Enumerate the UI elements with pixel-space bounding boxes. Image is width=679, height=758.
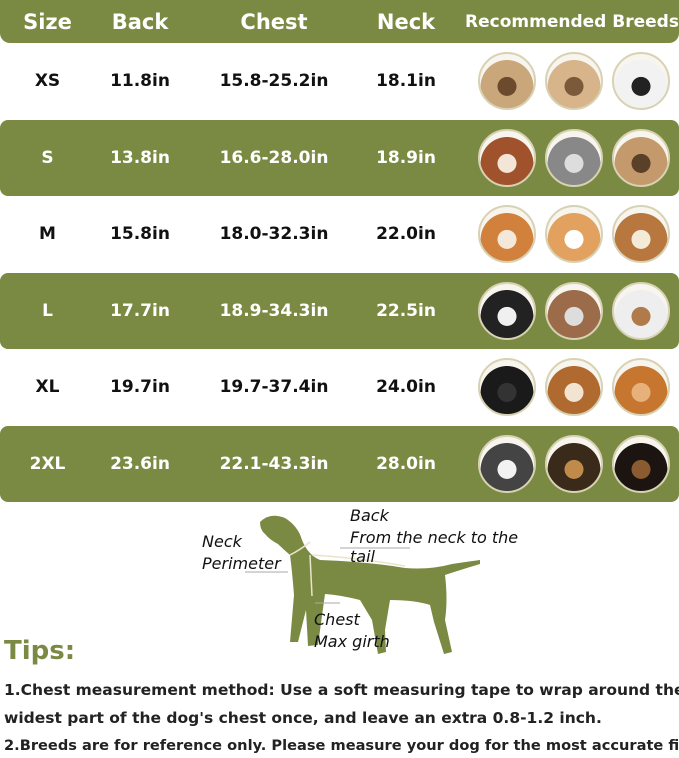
dog-measurement-diagram: Back From the neck to the tail Neck Peri… [190, 500, 540, 660]
table-row: S 13.8in 16.6-28.0in 18.9in [0, 119, 679, 196]
size-cell: M [39, 224, 56, 244]
doberman-photo [612, 434, 670, 493]
back-cell: 13.8in [110, 147, 170, 168]
neck-cell: 28.0in [376, 453, 436, 474]
chest-cell: 19.7-37.4in [219, 377, 329, 397]
breed-photos [478, 128, 670, 187]
beagle-photo [612, 205, 670, 263]
size-cell: L [42, 300, 53, 321]
neck-cell: 18.1in [376, 71, 436, 91]
border-collie-photo [478, 281, 536, 340]
header-size: Size [23, 9, 72, 34]
tip-line-1: 1.Chest measurement method: Use a soft m… [4, 681, 679, 699]
table-header: Size Back Chest Neck Recommended Breeds [0, 0, 679, 43]
breed-photos [478, 358, 670, 416]
size-cell: XL [35, 377, 60, 397]
chest-cell: 15.8-25.2in [219, 71, 329, 91]
boston-terrier-photo [612, 52, 670, 110]
chest-cell: 16.6-28.0in [219, 147, 329, 168]
table-row: XS 11.8in 15.8-25.2in 18.1in [0, 43, 679, 119]
header-chest: Chest [240, 9, 308, 34]
neck-label: Neck [202, 532, 242, 551]
french-bulldog-photo [545, 52, 603, 110]
chest-description: Max girth [314, 632, 390, 651]
shiba-inu-photo [478, 205, 536, 263]
pit-bull-photo [612, 281, 670, 340]
back-description: From the neck to the tail [350, 528, 519, 566]
breed-photos [478, 52, 670, 110]
schnauzer-photo [545, 128, 603, 187]
breed-photos [478, 205, 670, 263]
boxer-photo [545, 358, 603, 416]
breed-photos [478, 434, 670, 493]
size-cell: XS [34, 71, 61, 91]
back-cell: 11.8in [110, 71, 170, 91]
table-row: XL 19.7in 19.7-37.4in 24.0in [0, 349, 679, 425]
labrador-photo [478, 358, 536, 416]
tips-title: Tips: [4, 636, 76, 666]
neck-cell: 18.9in [376, 147, 436, 168]
header-back: Back [111, 9, 169, 34]
french-bulldog-photo [612, 128, 670, 187]
chest-cell: 18.0-32.3in [219, 224, 329, 244]
back-label: Back [350, 506, 389, 525]
breed-photos [478, 281, 670, 340]
pug-photo [478, 52, 536, 110]
table-row: 2XL 23.6in 22.1-43.3in 28.0in [0, 425, 679, 502]
cavalier-king-charles-photo [478, 128, 536, 187]
size-cell: S [41, 147, 54, 168]
neck-description: Perimeter [202, 554, 281, 573]
golden-retriever-photo [612, 358, 670, 416]
table-row: M 15.8in 18.0-32.3in 22.0in [0, 196, 679, 272]
tip-line-3: 2.Breeds are for reference only. Please … [4, 737, 679, 754]
back-cell: 15.8in [110, 224, 170, 244]
back-cell: 23.6in [110, 453, 170, 474]
neck-cell: 24.0in [376, 377, 436, 397]
chest-label: Chest [314, 610, 360, 629]
neck-cell: 22.5in [376, 300, 436, 321]
size-cell: 2XL [29, 453, 66, 474]
header-breeds: Recommended Breeds [465, 11, 679, 32]
dog-silhouette-icon [245, 515, 480, 654]
back-cell: 19.7in [110, 377, 170, 397]
german-shepherd-photo [545, 434, 603, 493]
husky-photo [478, 434, 536, 493]
corgi-photo [545, 205, 603, 263]
table-row: L 17.7in 18.9-34.3in 22.5in [0, 272, 679, 349]
chest-cell: 18.9-34.3in [219, 300, 329, 321]
chest-cell: 22.1-43.3in [219, 453, 329, 474]
australian-shepherd-photo [545, 281, 603, 340]
back-cell: 17.7in [110, 300, 170, 321]
tip-line-2: widest part of the dog's chest once, and… [4, 709, 602, 727]
header-neck: Neck [376, 9, 436, 34]
neck-cell: 22.0in [376, 224, 436, 244]
